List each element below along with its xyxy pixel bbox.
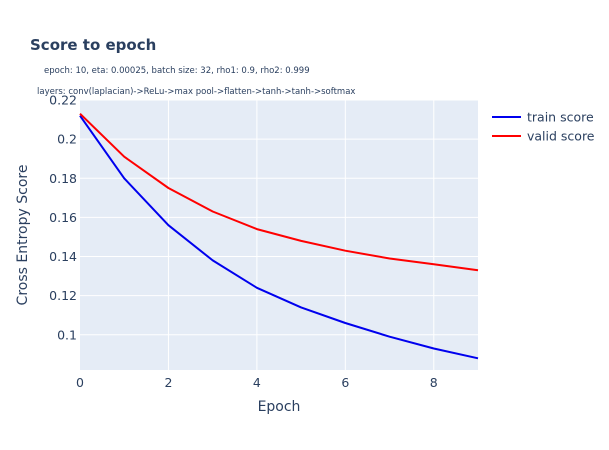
y-axis-title: Cross Entropy Score [15, 165, 31, 306]
y-tick-label: 0.18 [49, 171, 77, 186]
x-axis-title: Epoch [258, 399, 301, 415]
legend-label-valid: valid score [527, 129, 595, 144]
legend-label-train: train score [527, 110, 594, 125]
chart-subtitle-line-2: layers: conv(laplacian)->ReLu->max pool-… [37, 87, 355, 97]
y-tick-label: 0.14 [49, 249, 77, 264]
series-line-valid [79, 112, 479, 272]
series-line-train [79, 115, 479, 360]
x-tick-label: 0 [76, 375, 84, 390]
y-tick-label: 0.1 [57, 327, 77, 342]
y-tick-label: 0.2 [57, 132, 77, 147]
y-tick-label: 0.22 [49, 93, 77, 108]
y-tick-label: 0.16 [49, 210, 77, 225]
chart-title: Score to epoch [30, 36, 156, 54]
x-tick-label: 6 [341, 375, 349, 390]
y-tick-label: 0.12 [49, 288, 77, 303]
x-tick-label: 8 [430, 375, 438, 390]
x-tick-label: 4 [253, 375, 261, 390]
chart-subtitle-line-1: epoch: 10, eta: 0.00025, batch size: 32,… [44, 66, 310, 76]
legend-item-valid[interactable]: valid score [492, 129, 595, 144]
series-layer [79, 112, 479, 360]
tick-labels: 0 2 4 6 8 0.1 0.12 0.14 0.16 0.18 0.2 0.22 [49, 93, 438, 391]
legend[interactable]: train score valid score [492, 110, 595, 144]
grid [80, 99, 478, 370]
legend-item-train[interactable]: train score [492, 110, 594, 125]
x-tick-label: 2 [164, 375, 172, 390]
